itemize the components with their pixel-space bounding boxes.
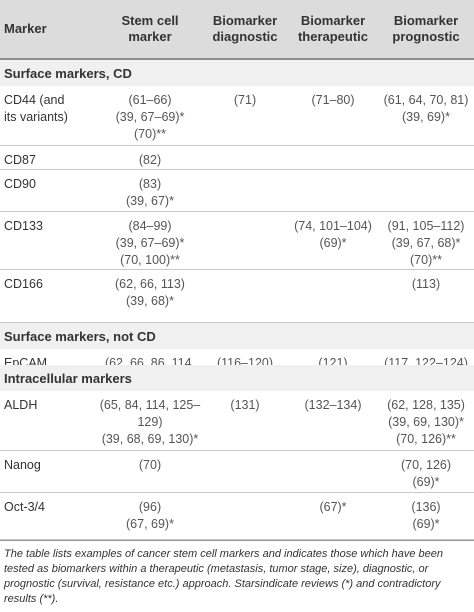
cell-stem-cell-marker: (83) (39, 67)* [126, 177, 174, 208]
cell-biomarker-prognostic: (113) [411, 277, 441, 291]
cell-biomarker-prognostic: (91, 105–112) (39, 67, 68)* (70)** [387, 219, 465, 267]
cell-biomarker-prognostic: (136) (69)* [411, 500, 441, 531]
cell-biomarker-diagnostic: (71) [233, 93, 257, 107]
table-row: ALDH (65, 84, 114, 125– 129) (39, 68, 69, 1… [0, 391, 474, 451]
cell-marker: Nanog [4, 458, 41, 472]
header-biomarker-diagnostic: Biomarker diagnostic [212, 13, 278, 44]
table-row: CD90 (83) (39, 67)* [0, 170, 474, 212]
cell-stem-cell-marker: (82) [138, 153, 162, 167]
cell-marker: CD166 [4, 277, 43, 291]
cell-biomarker-therapeutic: (67)* [319, 500, 347, 514]
header-biomarker-prognostic: Biomarker prognostic [392, 13, 460, 44]
cell-stem-cell-marker: (84–99) (39, 67–69)* (70, 100)** [115, 219, 185, 267]
cell-stem-cell-marker: (65, 84, 114, 125– 129) (39, 68, 69, 130)* [99, 398, 201, 446]
cell-marker: CD44 (and its variants) [4, 93, 68, 124]
cell-stem-cell-marker: (62, 66, 113) (39, 68)* [115, 277, 185, 308]
cell-stem-cell-marker: (96) (67, 69)* [126, 500, 174, 531]
cell-biomarker-prognostic: (70, 126) (69)* [400, 458, 452, 489]
cell-marker: ALDH [4, 398, 38, 412]
cell-biomarker-prognostic: (62, 128, 135) (39, 69, 130)* (70, 126)** [387, 398, 465, 446]
table-footnote: The table lists examples of cancer stem … [4, 548, 443, 605]
cell-biomarker-diagnostic: (131) [230, 398, 260, 412]
table-row: Oct-3/4 (96) (67, 69)* (67)* (136) (69)* [0, 493, 474, 540]
cell-marker: CD87 [4, 153, 36, 167]
cell-biomarker-therapeutic: (132–134) [304, 398, 362, 412]
table-header: Marker Stem cell marker Biomarker diagnost… [0, 0, 474, 60]
table-row: Nanog (70) (70, 126) (69)* [0, 451, 474, 493]
section-title: Surface markers, CD [4, 66, 132, 81]
table-bottom-rule [0, 540, 474, 541]
section-title: Surface markers, not CD [4, 329, 156, 344]
cell-biomarker-prognostic: (61, 64, 70, 81) (39, 69)* [383, 93, 469, 124]
table-row: CD133 (84–99) (39, 67–69)* (70, 100)** (74, … [0, 212, 474, 270]
cell-biomarker-therapeutic: (71–80) [311, 93, 355, 107]
section-header: Intracellular markers [0, 365, 474, 392]
cell-stem-cell-marker: (61–66) (39, 67–69)* (70)** [115, 93, 185, 141]
table-row: CD166 (62, 66, 113) (39, 68)* (113) [0, 270, 474, 323]
header-marker: Marker [4, 21, 47, 36]
header-stem-cell-marker: Stem cell marker [121, 13, 179, 44]
section-header: Surface markers, CD [0, 60, 474, 87]
table-row: CD44 (and its variants) (61–66) (39, 67–69)… [0, 86, 474, 146]
cell-biomarker-therapeutic: (74, 101–104) (69)* [294, 219, 372, 250]
cell-marker: CD90 [4, 177, 36, 191]
section-title: Intracellular markers [4, 371, 132, 386]
section-header: Surface markers, not CD [0, 323, 474, 350]
header-biomarker-therapeutic: Biomarker therapeutic [297, 13, 369, 44]
cell-stem-cell-marker: (70) [138, 458, 162, 472]
table-row: CD87 (82) [0, 146, 474, 170]
cell-marker: Oct-3/4 [4, 500, 45, 514]
cell-marker: CD133 [4, 219, 43, 233]
